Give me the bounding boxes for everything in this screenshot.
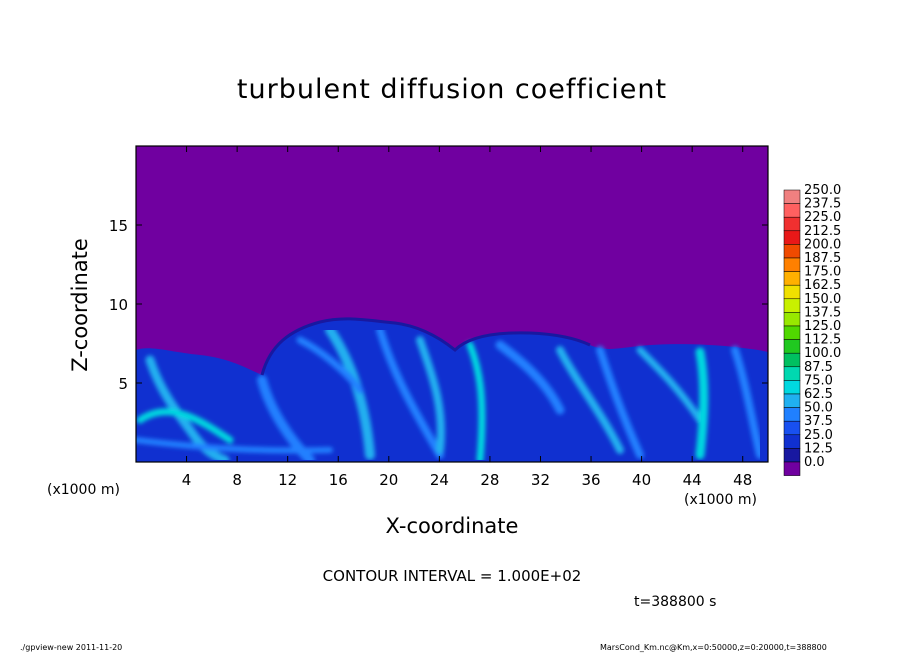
y-tick-label: 10 [109, 296, 128, 314]
colorbar-label: 37.5 [804, 414, 833, 429]
x-tick-label: 36 [581, 471, 600, 489]
x-tick-label: 48 [733, 471, 752, 489]
turbulent-streak [636, 346, 704, 424]
turbulent-streak [731, 346, 764, 459]
x-tick-label: 32 [531, 471, 550, 489]
chart-title: turbulent diffusion coefficient [236, 74, 668, 105]
colorbar-swatch [783, 352, 801, 368]
turbulent-streak [596, 346, 644, 459]
y-tick-label: 15 [109, 217, 128, 235]
colorbar-swatch [783, 244, 801, 259]
x-unit-label-left: (x1000 m) [47, 482, 120, 498]
colorbar-label: 212.5 [804, 224, 841, 239]
colorbar-label: 187.5 [804, 251, 841, 266]
x-tick-label: 16 [329, 471, 348, 489]
x-ticks: 4 8 12 16 20 24 28 32 36 40 44 48 [182, 146, 752, 489]
turbulent-streak [376, 326, 444, 459]
colorbar-label: 137.5 [804, 305, 841, 320]
x-unit-label-right: (x1000 m) [684, 492, 757, 508]
turbulent-streak [136, 408, 234, 444]
colorbar-swatch [783, 312, 801, 327]
turbulent-streak [495, 340, 565, 415]
colorbar-label: 162.5 [804, 278, 841, 293]
x-tick-label: 28 [480, 471, 499, 489]
colorbar-swatch [783, 366, 801, 381]
colorbar-swatch [783, 448, 801, 463]
contour-interval-note: CONTOUR INTERVAL = 1.000E+02 [322, 567, 582, 585]
colorbar-label: 225.0 [804, 210, 841, 225]
footer-right-text: MarsCond_Km.nc@Km,x=0:50000,z=0:20000,t=… [600, 643, 827, 652]
colorbar-swatch [783, 380, 801, 395]
colorbar-swatch [783, 271, 801, 286]
turbulent-streak [466, 341, 486, 462]
colorbar-swatch [783, 325, 801, 340]
colorbar-swatch [783, 189, 801, 204]
colorbar-swatch [783, 203, 801, 218]
colorbar-swatch [783, 420, 801, 436]
colorbar-label: 75.0 [804, 373, 833, 388]
colorbar-swatch [783, 257, 801, 272]
colorbar-label: 112.5 [804, 333, 841, 348]
colorbar-swatch [783, 339, 801, 354]
colorbar-swatch [783, 284, 801, 300]
turbulent-streak [257, 375, 315, 462]
field-layer [136, 317, 768, 462]
colorbar-label: 150.0 [804, 292, 841, 307]
colorbar-label: 175.0 [804, 265, 841, 280]
x-tick-label: 8 [232, 471, 242, 489]
colorbar-swatch [783, 393, 801, 408]
colorbar-swatch [783, 434, 801, 449]
turbulent-streak [136, 437, 333, 454]
footer-left-text: ./gpview-new 2011-11-20 [20, 643, 123, 652]
colorbar: 250.0237.5225.0212.5200.0187.5175.0162.5… [783, 183, 841, 476]
turbulent-streak [695, 347, 709, 460]
colorbar-swatch [783, 298, 801, 313]
colorbar-swatch [783, 230, 801, 245]
colorbar-label: 12.5 [804, 441, 833, 456]
colorbar-label: 25.0 [804, 428, 833, 443]
turbulent-streak [296, 336, 364, 394]
x-tick-label: 12 [278, 471, 297, 489]
turbulent-streaks [136, 325, 764, 462]
x-tick-label: 24 [430, 471, 449, 489]
colorbar-swatch [783, 407, 801, 422]
x-tick-label: 4 [182, 471, 192, 489]
y-ticks: 5 10 15 [109, 217, 768, 393]
turbulent-streak [556, 346, 624, 454]
x-tick-label: 20 [379, 471, 398, 489]
colorbar-label: 87.5 [804, 360, 833, 375]
colorbar-swatch [783, 216, 801, 232]
colorbar-label: 0.0 [804, 455, 825, 470]
turbulent-streak [145, 355, 230, 462]
turbulent-streak [416, 336, 445, 454]
cloud-top-outline [260, 317, 591, 376]
colorbar-label: 250.0 [804, 183, 841, 198]
x-tick-label: 44 [683, 471, 702, 489]
colorbar-label: 237.5 [804, 197, 841, 212]
colorbar-label: 62.5 [804, 387, 833, 402]
colorbar-swatch [783, 461, 801, 476]
colorbar-label: 200.0 [804, 237, 841, 252]
colorbar-label: 50.0 [804, 401, 833, 416]
colorbar-label: 100.0 [804, 346, 841, 361]
y-tick-label: 5 [118, 375, 128, 393]
x-tick-label: 40 [632, 471, 651, 489]
x-axis-label: X-coordinate [385, 514, 519, 538]
time-label: t=388800 s [634, 594, 717, 610]
colorbar-label: 125.0 [804, 319, 841, 334]
